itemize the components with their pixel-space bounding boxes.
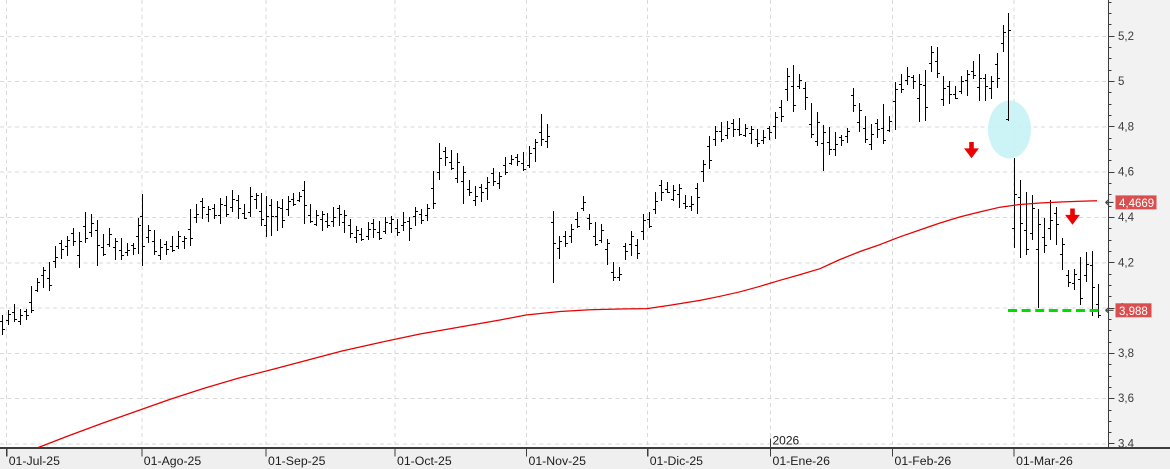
svg-text:3,4: 3,4 [1118,439,1135,451]
svg-text:01-Sep-25: 01-Sep-25 [268,454,326,468]
svg-text:3,6: 3,6 [1118,393,1134,405]
svg-text:4,4: 4,4 [1118,212,1135,224]
svg-text:5: 5 [1118,76,1124,88]
svg-text:4,6: 4,6 [1118,167,1134,179]
svg-text:01-Feb-26: 01-Feb-26 [895,454,952,468]
svg-text:01-Ago-25: 01-Ago-25 [144,454,202,468]
svg-text:4,8: 4,8 [1118,121,1134,133]
svg-text:4,2: 4,2 [1118,257,1134,269]
svg-text:01-Ene-26: 01-Ene-26 [773,454,831,468]
svg-text:3,988: 3,988 [1119,306,1148,318]
svg-text:01-Mar-26: 01-Mar-26 [1016,454,1073,468]
svg-text:01-Nov-25: 01-Nov-25 [529,454,587,468]
svg-text:01-Jul-25: 01-Jul-25 [9,454,60,468]
svg-text:5,2: 5,2 [1118,31,1134,43]
svg-text:3,8: 3,8 [1118,348,1134,360]
svg-text:4,4669: 4,4669 [1119,198,1154,210]
svg-text:01-Oct-25: 01-Oct-25 [397,454,452,468]
svg-text:01-Dic-25: 01-Dic-25 [650,454,703,468]
svg-text:2026: 2026 [773,434,800,448]
